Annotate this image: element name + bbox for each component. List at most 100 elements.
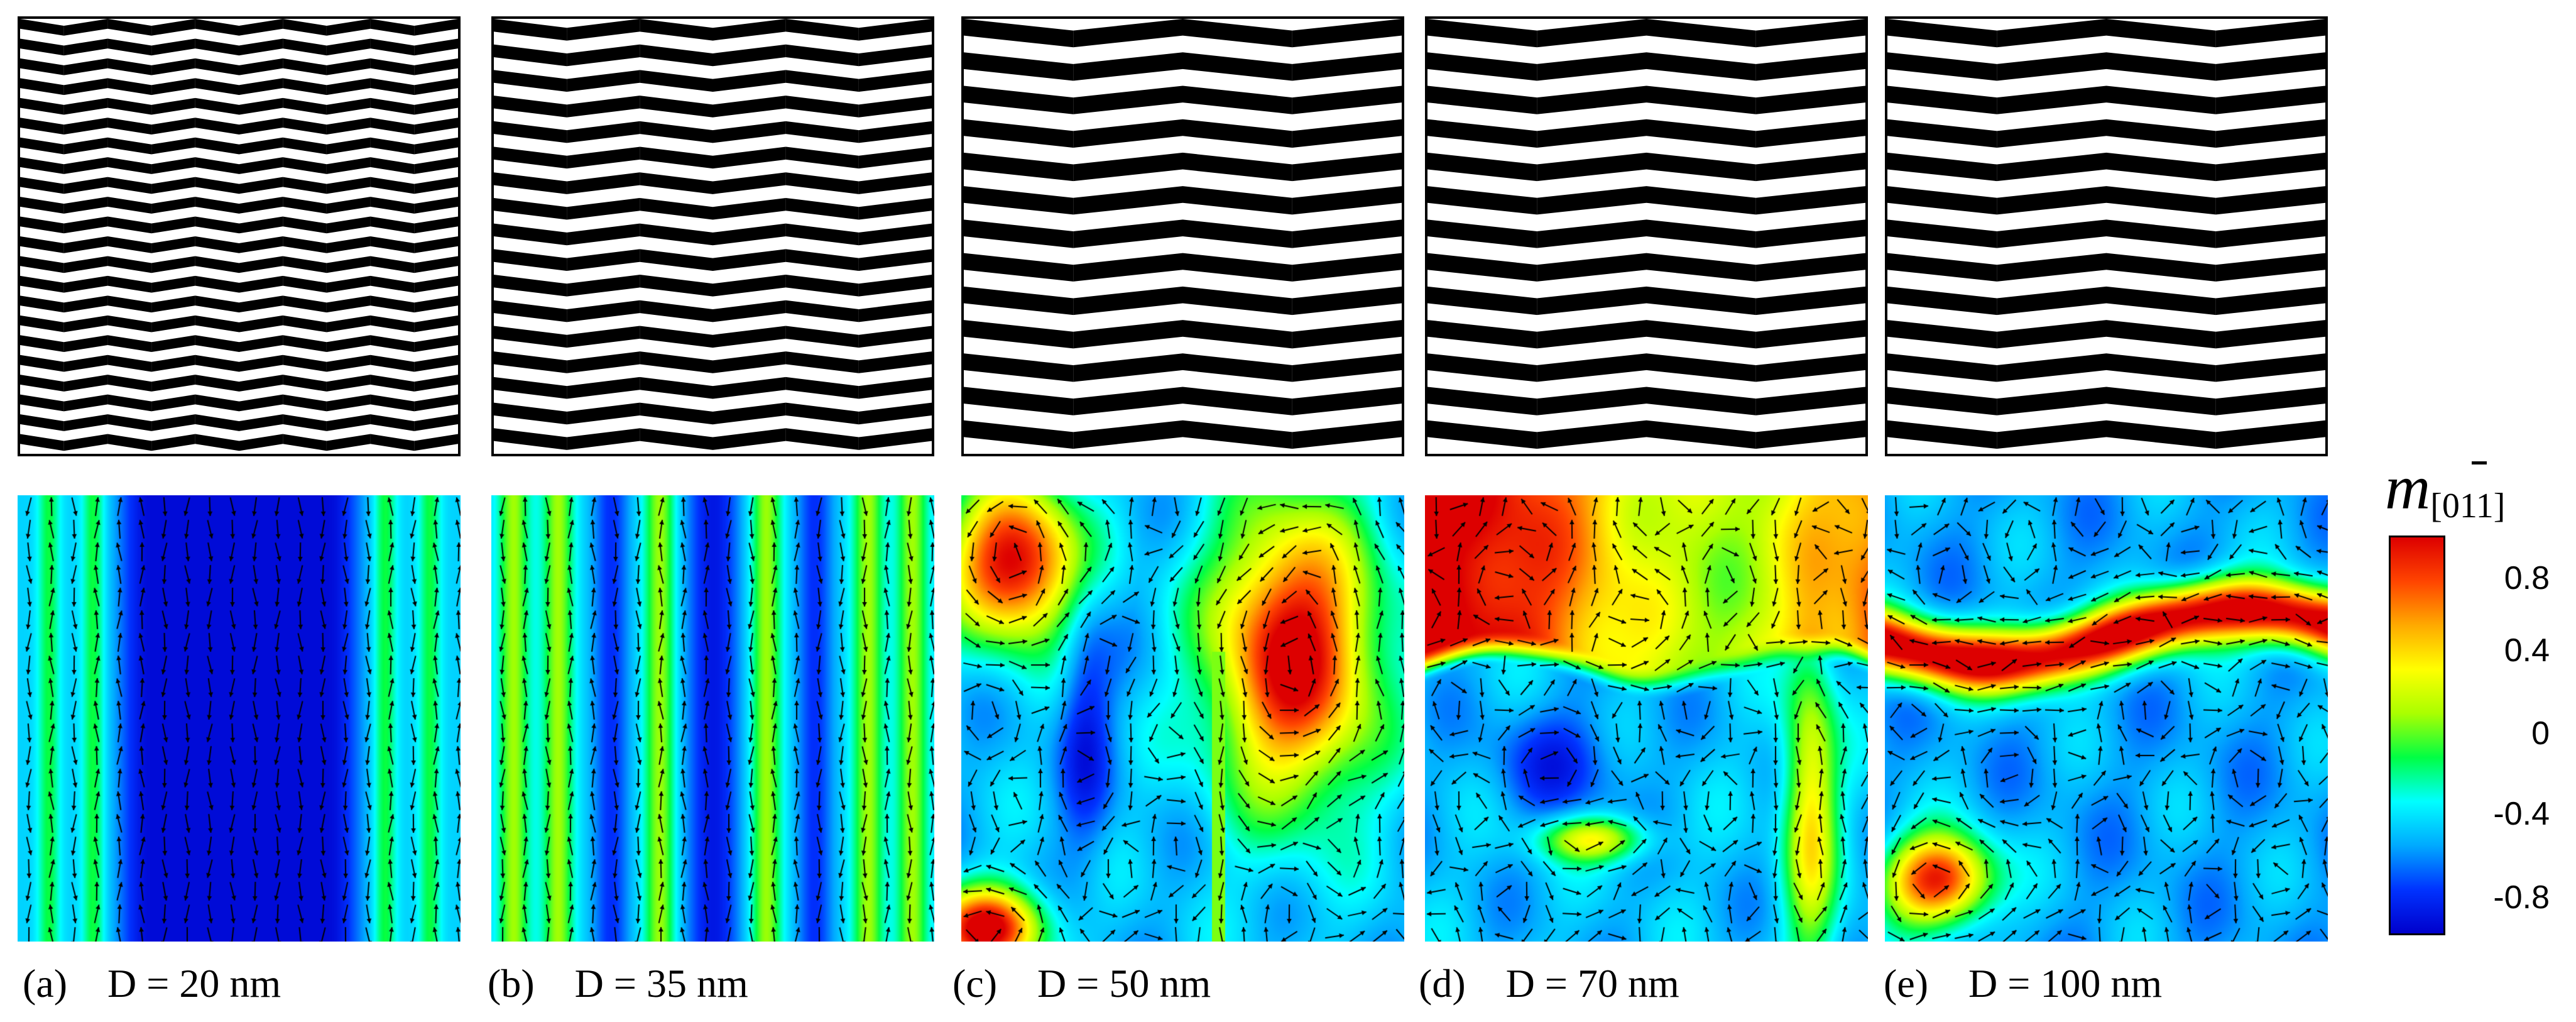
stripe-a-0-21 <box>20 434 64 451</box>
stripe-a-9-9 <box>414 197 458 214</box>
stripe-a-3-14 <box>151 295 195 313</box>
stripe-a-9-21 <box>414 434 458 451</box>
stripe-a-2-5 <box>107 118 152 135</box>
stripe-e-3-5 <box>2215 186 2325 215</box>
stripe-b-2-10 <box>640 275 713 297</box>
stripe-d-0-5 <box>1427 186 1537 215</box>
stripe-e-0-3 <box>1887 119 1997 148</box>
stripe-e-2-0 <box>2106 19 2216 48</box>
stripe-c-1-5 <box>1073 186 1183 215</box>
stripe-a-3-15 <box>151 315 195 332</box>
stripe-c-3-10 <box>1292 353 1402 382</box>
stripe-b-2-9 <box>640 249 713 271</box>
stripe-b-2-16 <box>640 428 713 450</box>
colorbar-tick-0: 0 <box>2531 715 2550 752</box>
stripe-a-3-16 <box>151 335 195 353</box>
stripe-e-1-11 <box>1997 387 2107 415</box>
stripe-a-6-6 <box>283 137 327 155</box>
stripe-d-2-8 <box>1646 286 1756 316</box>
stripe-a-7-4 <box>326 97 371 115</box>
stripe-a-8-17 <box>370 354 415 372</box>
stripe-b-4-9 <box>785 249 859 271</box>
stripe-a-4-16 <box>195 335 239 353</box>
stripe-a-7-20 <box>326 414 371 431</box>
stripe-a-1-21 <box>63 434 108 451</box>
stripe-d-2-2 <box>1646 85 1756 114</box>
stripe-a-8-8 <box>370 177 415 194</box>
stripe-b-4-5 <box>785 146 859 169</box>
stripe-a-0-0 <box>20 19 64 36</box>
stripe-b-2-15 <box>640 402 713 425</box>
stripe-c-0-9 <box>964 320 1074 349</box>
stripe-e-3-3 <box>2215 119 2325 148</box>
stripe-b-4-12 <box>785 326 859 348</box>
magnetization-map-d <box>1425 495 1868 942</box>
stripe-d-0-3 <box>1427 119 1537 148</box>
stripe-b-4-15 <box>785 402 859 425</box>
stripe-a-7-1 <box>326 38 371 56</box>
stripe-b-5-3 <box>858 96 932 118</box>
stripe-a-6-3 <box>283 78 327 96</box>
stripe-a-2-6 <box>107 137 152 155</box>
stripe-a-2-19 <box>107 394 152 412</box>
stripe-a-4-8 <box>195 177 239 194</box>
stripe-a-6-2 <box>283 58 327 75</box>
stripe-b-1-8 <box>567 223 640 246</box>
stripe-b-4-11 <box>785 300 859 322</box>
colorbar-tick-0.8: 0.8 <box>2504 560 2550 596</box>
stripe-a-6-12 <box>283 256 327 273</box>
stripe-a-9-3 <box>414 78 458 96</box>
stripe-a-7-9 <box>326 197 371 214</box>
stripe-b-0-16 <box>494 428 567 450</box>
stripe-a-5-8 <box>239 177 283 194</box>
stripe-a-5-3 <box>239 78 283 96</box>
colorbar-tick-neg0.4: -0.4 <box>2493 796 2550 832</box>
stripe-a-9-14 <box>414 295 458 313</box>
stripe-c-2-11 <box>1182 387 1292 415</box>
stripe-a-1-7 <box>63 157 108 174</box>
stripe-a-8-14 <box>370 295 415 313</box>
stripe-a-1-15 <box>63 315 108 332</box>
stripe-a-8-12 <box>370 256 415 273</box>
stripe-a-3-9 <box>151 197 195 214</box>
colorbar-title-m: m <box>2385 453 2431 522</box>
stripe-b-3-11 <box>712 300 786 322</box>
colorbar-title: m[011] <box>2380 440 2505 535</box>
stripe-a-6-20 <box>283 414 327 431</box>
stripe-a-1-8 <box>63 177 108 194</box>
stripe-d-2-7 <box>1646 253 1756 282</box>
stripe-b-3-10 <box>712 275 786 297</box>
stripe-d-0-10 <box>1427 353 1537 382</box>
stripe-a-8-2 <box>370 58 415 75</box>
stripe-a-5-16 <box>239 335 283 353</box>
stripe-a-4-7 <box>195 157 239 174</box>
stripe-a-1-10 <box>63 216 108 234</box>
stripe-c-1-2 <box>1073 85 1183 114</box>
stripe-e-3-0 <box>2215 19 2325 48</box>
stripe-c-3-6 <box>1292 219 1402 248</box>
colorbar <box>2389 536 2445 935</box>
stripe-d-1-5 <box>1537 186 1647 215</box>
stripe-d-2-1 <box>1646 52 1756 81</box>
magnetization-map-e <box>1885 495 2328 942</box>
stripe-a-6-19 <box>283 394 327 412</box>
stripe-a-0-11 <box>20 236 64 253</box>
stripe-a-5-0 <box>239 19 283 36</box>
stripe-d-0-11 <box>1427 387 1537 415</box>
stripe-c-2-7 <box>1182 253 1292 282</box>
stripe-a-0-15 <box>20 315 64 332</box>
domain-pattern-d <box>1425 16 1868 456</box>
stripe-b-5-10 <box>858 275 932 297</box>
stripe-b-5-4 <box>858 121 932 143</box>
stripe-e-3-8 <box>2215 286 2325 316</box>
stripe-c-1-1 <box>1073 52 1183 81</box>
caption-b: (b) D = 35 nm <box>488 961 748 1006</box>
stripe-a-4-5 <box>195 118 239 135</box>
stripe-a-1-4 <box>63 97 108 115</box>
stripe-b-2-1 <box>640 44 713 67</box>
stripe-e-3-4 <box>2215 152 2325 182</box>
stripe-e-3-12 <box>2215 420 2325 449</box>
colorbar-tick-0.4: 0.4 <box>2504 632 2550 669</box>
stripe-a-8-19 <box>370 394 415 412</box>
stripe-e-3-9 <box>2215 320 2325 349</box>
